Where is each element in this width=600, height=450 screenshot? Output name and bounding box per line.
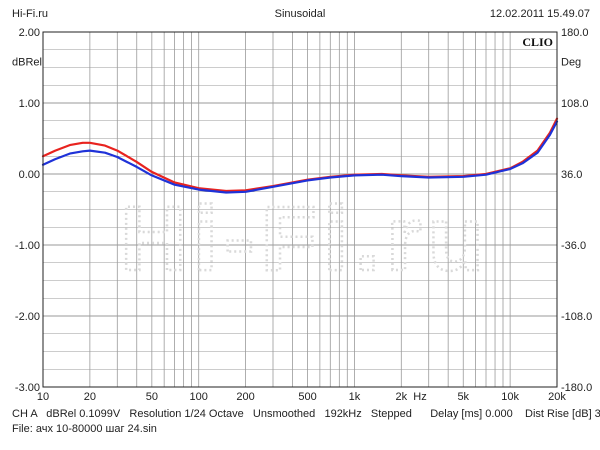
x-tick-label: 50	[146, 391, 158, 403]
y-tick-label: 0.00	[19, 169, 40, 181]
x-tick-label: 100	[190, 391, 208, 403]
x-axis-unit-label: Hz	[413, 391, 426, 403]
grid	[43, 32, 557, 387]
y2-axis-ticks: 180.0 108.0 36.0 -36.0 -108.0 -180.0	[561, 27, 592, 394]
y2-tick-label: -36.0	[561, 240, 586, 252]
y2-tick-label: -108.0	[561, 311, 592, 323]
x-tick-label: 1k	[349, 391, 361, 403]
x-tick-label: 20	[84, 391, 96, 403]
clio-brand-label: CLIO	[522, 35, 553, 49]
watermark-text: Hi-Fi.ru	[120, 188, 490, 290]
series-layer	[41, 117, 559, 194]
file-name-line: File: ачх 10-80000 шаг 24.sin	[12, 423, 157, 435]
y-axis-ticks: 2.00 1.00 0.00 -1.00 -2.00 -3.00	[15, 27, 40, 394]
header-left-label: Hi-Fi.ru	[12, 8, 49, 20]
x-tick-label: 5k	[457, 391, 469, 403]
x-tick-label: 2k	[395, 391, 407, 403]
x-tick-label: 200	[236, 391, 254, 403]
series-line-1	[41, 117, 559, 193]
measurement-type-label: Sinusoidal	[274, 8, 326, 20]
y-axis-label: dBRel	[12, 57, 42, 69]
y2-axis-label: Deg	[561, 57, 581, 69]
y-tick-label: -3.00	[15, 382, 40, 394]
x-tick-label: 10k	[501, 391, 519, 403]
watermark: Hi-Fi.ru	[119, 187, 490, 292]
y-tick-label: 2.00	[19, 27, 40, 39]
y2-tick-label: -180.0	[561, 382, 592, 394]
plot-frame	[42, 31, 558, 388]
y-tick-label: -2.00	[15, 311, 40, 323]
series-line-2	[41, 120, 559, 194]
y2-tick-label: 36.0	[561, 169, 582, 181]
y-tick-label: -1.00	[15, 240, 40, 252]
y2-tick-label: 180.0	[561, 27, 589, 39]
timestamp-label: 12.02.2011 15.49.07	[489, 8, 590, 20]
x-tick-label: 20k	[548, 391, 566, 403]
x-tick-label: 10	[37, 391, 49, 403]
x-axis-ticks: 10 20 50 100 200 500 1k 2k 5k 10k 20k	[37, 391, 566, 403]
x-tick-label: 500	[298, 391, 316, 403]
measurement-settings-line: CH A dBRel 0.1099V Resolution 1/24 Octav…	[12, 408, 600, 420]
y-tick-label: 1.00	[19, 98, 40, 110]
y2-tick-label: 108.0	[561, 98, 589, 110]
